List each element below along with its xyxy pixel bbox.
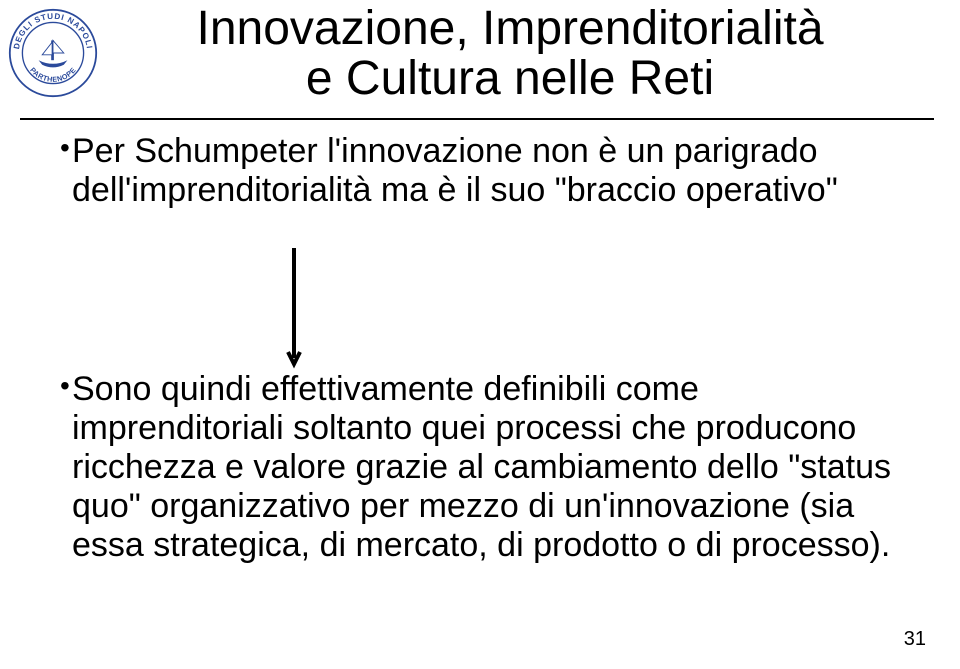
bullet-dot-icon [60, 144, 72, 162]
bullet-text: Sono quindi effettivamente definibili co… [72, 370, 900, 565]
title-line-1: Innovazione, Imprenditorialità [110, 4, 910, 54]
bullet-item: Per Schumpeter l'innovazione non è un pa… [60, 132, 900, 210]
slide-title: Innovazione, Imprenditorialità e Cultura… [110, 4, 910, 105]
university-logo: DEGLI STUDI NAPOLI PARTHENOPE [8, 8, 98, 98]
slide: DEGLI STUDI NAPOLI PARTHENOPE Innovazion… [0, 0, 960, 669]
down-arrow-icon [288, 248, 308, 375]
page-number: 31 [904, 628, 926, 651]
title-line-2: e Cultura nelle Reti [110, 54, 910, 104]
bullet-item: Sono quindi effettivamente definibili co… [60, 370, 900, 565]
bullet-text: Per Schumpeter l'innovazione non è un pa… [72, 132, 900, 210]
title-underline [20, 118, 934, 120]
bullet-dot-icon [60, 382, 72, 400]
